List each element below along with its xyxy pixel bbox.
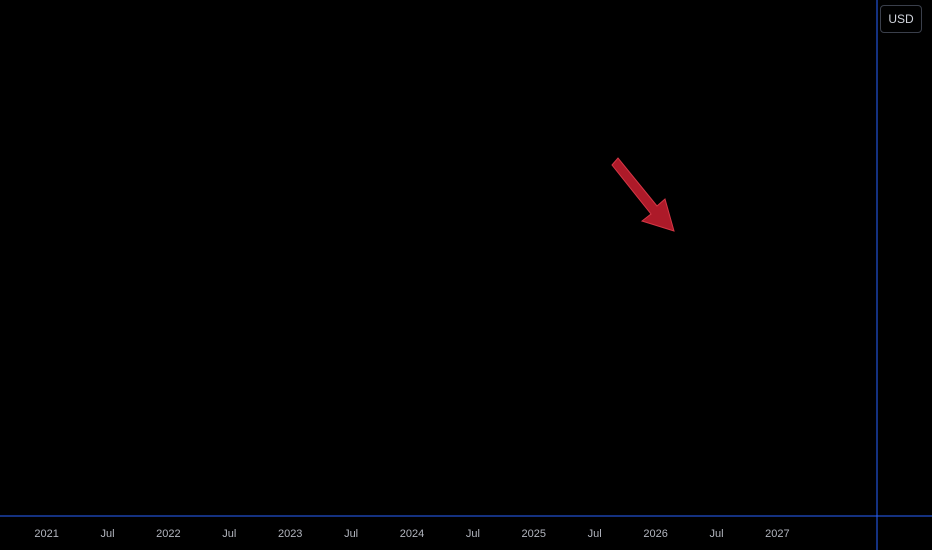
- time-tick-label: Jul: [466, 528, 480, 540]
- time-tick-label: 2025: [522, 528, 546, 540]
- time-axis-labels: l2021Jul2022Jul2023Jul2024Jul2025Jul2026…: [34, 528, 789, 540]
- currency-button[interactable]: USD: [880, 5, 922, 33]
- time-tick-label: 2027: [765, 528, 789, 540]
- time-tick-label: 2021: [34, 528, 58, 540]
- time-tick-label: Jul: [588, 528, 602, 540]
- time-tick-label: 2023: [278, 528, 302, 540]
- time-tick-label: 2022: [156, 528, 180, 540]
- time-tick-label: Jul: [222, 528, 236, 540]
- time-tick-label: Jul: [100, 528, 114, 540]
- time-tick-label: 2026: [643, 528, 667, 540]
- time-tick-label: 2024: [400, 528, 424, 540]
- time-tick-label: Jul: [709, 528, 723, 540]
- bearish-arrow: [611, 157, 675, 232]
- time-tick-label: Jul: [344, 528, 358, 540]
- red-down-arrow: [611, 157, 675, 232]
